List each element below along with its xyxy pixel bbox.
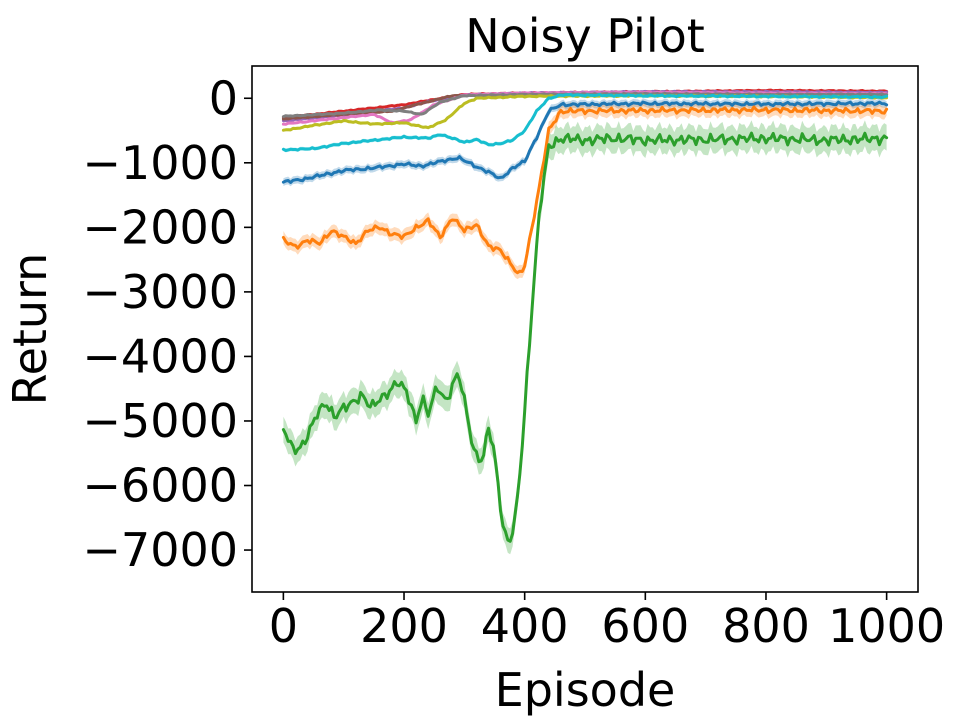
x-axis: 0 200 400 600 800 1000 <box>269 592 945 653</box>
x-tick-label: 200 <box>360 599 448 653</box>
x-tick-label: 0 <box>269 599 298 653</box>
x-tick-label: 400 <box>481 599 569 653</box>
y-axis: 0 −1000 −2000 −3000 −4000 −5000 −6000 −7000 <box>82 71 252 577</box>
x-axis-label: Episode <box>495 663 676 717</box>
series-lines <box>281 88 889 543</box>
series-line <box>281 131 889 543</box>
y-tick-label: −2000 <box>82 200 238 254</box>
y-axis-label: Return <box>3 253 57 406</box>
x-tick-label: 1000 <box>828 599 945 653</box>
y-tick-label: 0 <box>209 71 238 125</box>
chart-title: Noisy Pilot <box>465 9 705 63</box>
x-tick-label: 800 <box>722 599 810 653</box>
y-tick-label: −1000 <box>82 136 238 190</box>
y-tick-label: −5000 <box>82 394 238 448</box>
plot-frame <box>251 65 919 593</box>
y-tick-label: −6000 <box>82 459 238 513</box>
series-bands <box>283 88 887 555</box>
y-tick-label: −4000 <box>82 329 238 383</box>
series-band <box>283 120 887 555</box>
series-line <box>281 100 889 184</box>
series-line <box>281 91 889 119</box>
series-band <box>283 100 887 280</box>
series-line <box>281 105 889 275</box>
y-tick-label: −3000 <box>82 265 238 319</box>
y-tick-label: −7000 <box>82 523 238 577</box>
x-tick-label: 600 <box>601 599 689 653</box>
series-line <box>281 92 889 152</box>
